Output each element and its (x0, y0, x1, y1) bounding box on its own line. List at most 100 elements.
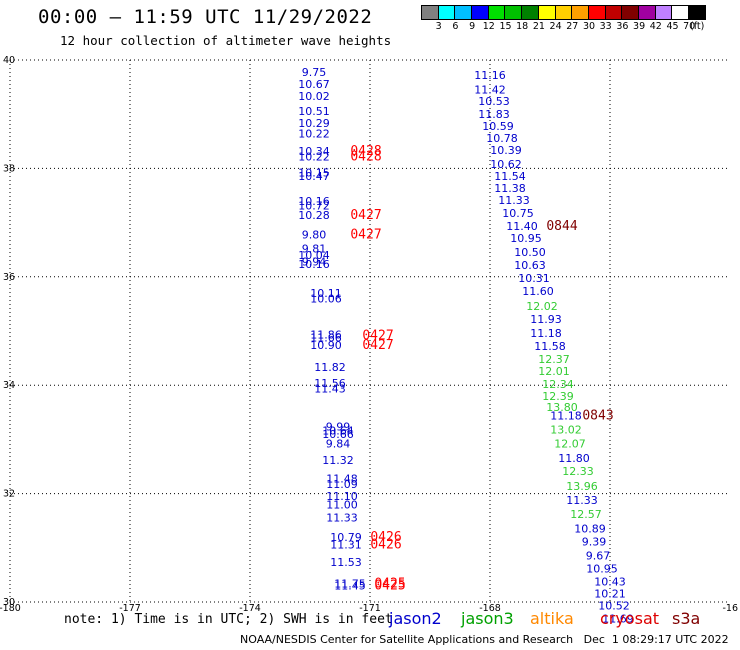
color-scale-labels: 3 6 9 12 15 18 21 24 27 30 33 36 39 42 45 70 (ft) (422, 21, 732, 33)
data-label-jason3: 12.57 (570, 508, 602, 521)
data-label-jason3: 12.07 (554, 438, 586, 451)
data-label-jason2: 9.84 (326, 438, 351, 451)
data-label-jason3: 12.33 (562, 465, 594, 478)
legend-altika: altika (530, 609, 574, 628)
color-scale-swatch (504, 5, 523, 20)
color-scale-swatch (671, 5, 689, 20)
data-label-jason2: 10.63 (514, 259, 546, 272)
data-label-jason2: 10.29 (298, 117, 330, 130)
data-label-jason2: 10.34 (298, 145, 330, 158)
color-scale-label: (ft) (690, 21, 705, 32)
data-label-jason2: 11.60 (522, 285, 554, 298)
data-label-jason2: 10.04 (298, 249, 330, 262)
data-label-jason2: 11.93 (530, 313, 562, 326)
data-label-jason3: 13.02 (550, 424, 582, 437)
color-scale-label: 27 (566, 21, 579, 32)
data-label-jason2: 10.22 (298, 150, 330, 163)
data-label-jason2: 11.56 (314, 377, 346, 390)
x-tick-label: -16 (722, 603, 738, 614)
color-scale-swatch (571, 5, 589, 20)
data-label-jason2: 10.16 (298, 258, 330, 271)
legend-cryosat: cryosat (600, 609, 660, 628)
x-tick-label: -168 (479, 603, 501, 614)
data-label-jason2: 11.33 (326, 511, 358, 524)
data-label-jason2: 11.32 (322, 454, 354, 467)
data-label-jason3: 12.34 (542, 378, 574, 391)
legend-s3a: s3a (672, 609, 701, 628)
color-scale-label: 33 (599, 21, 612, 32)
data-label-jason2: 11.82 (314, 361, 346, 374)
color-scale-label: 9 (469, 21, 476, 32)
color-scale-swatch (654, 5, 673, 20)
data-label-cryosat: 0427 (362, 338, 393, 353)
footer-credit: NOAA/NESDIS Center for Satellite Applica… (240, 633, 729, 646)
color-scale-swatch (487, 5, 506, 20)
data-label-jason2: 10.02 (298, 90, 330, 103)
data-label-jason2: 10.95 (510, 232, 542, 245)
data-label-jason2: 11.86 (310, 328, 342, 341)
data-label-jason2: 11.45 (334, 580, 366, 593)
data-label-jason2: 9.67 (586, 549, 611, 562)
data-label-jason2: 10.79 (330, 531, 362, 544)
color-scale-label: 24 (549, 21, 562, 32)
x-tick-label: -177 (119, 603, 141, 614)
data-label-jason2: 10.53 (478, 95, 510, 108)
data-label-jason2: 10.50 (514, 246, 546, 259)
data-label-jason2: 9.94 (302, 256, 327, 269)
data-label-jason2: 11.75 (334, 578, 366, 591)
color-scale-swatch (637, 5, 656, 20)
data-label-jason2: 10.89 (574, 522, 606, 535)
data-label-jason2: 10.95 (586, 562, 618, 575)
color-scale-label: 18 (516, 21, 529, 32)
data-label-cryosat: 0428 (350, 144, 381, 159)
data-label-jason2: 10.15 (298, 167, 330, 180)
y-tick-label: 36 (3, 272, 15, 283)
data-label-jason2: 11.38 (494, 182, 526, 195)
chart-note: note: 1) Time is in UTC; 2) SWH is in fe… (64, 612, 393, 627)
legend-jason2: jason2 (389, 609, 442, 628)
data-label-jason2: 11.69 (602, 612, 634, 625)
data-label-jason2: 10.78 (486, 132, 518, 145)
x-tick-label: -171 (359, 603, 381, 614)
data-label-jason2: 10.31 (518, 272, 550, 285)
data-label-cryosat: 0427 (362, 328, 393, 343)
y-tick-label: 34 (3, 380, 15, 391)
data-label-jason2: 11.54 (494, 170, 526, 183)
data-label-jason2: 11.33 (498, 194, 530, 207)
data-label-jason2: 11.00 (326, 498, 358, 511)
axis-tick-labels: -180 -177 -174 -171 -168 -16 40 38 36 34 32 30 (0, 55, 738, 614)
legend-jason3: jason3 (461, 609, 514, 628)
data-label-jason2: 11.18 (550, 410, 582, 423)
data-label-jason2: 10.52 (598, 599, 630, 612)
color-scale-swatch (454, 5, 473, 20)
color-scale-swatch (604, 5, 623, 20)
y-tick-label: 40 (3, 55, 15, 66)
data-label-jason2: 11.31 (330, 539, 362, 552)
data-label-jason2: 10.75 (502, 207, 534, 220)
data-label-s3a: 0844 (546, 219, 577, 234)
color-scale-label: 45 (666, 21, 679, 32)
data-label-jason2: 10.90 (310, 339, 342, 352)
data-label-jason2: 9.81 (302, 243, 327, 256)
y-tick-label: 30 (3, 597, 15, 608)
data-label-cryosat: 0427 (350, 208, 381, 223)
data-label-cryosat: 0428 (350, 149, 381, 164)
data-label-jason2: 11.09 (326, 478, 358, 491)
data-label-jason2: 11.18 (530, 327, 562, 340)
data-label-jason2: 10.28 (298, 209, 330, 222)
data-label-jason2: 10.62 (490, 158, 522, 171)
data-label-s3a: 0843 (582, 409, 613, 424)
y-tick-label: 38 (3, 163, 15, 174)
color-scale-swatch (537, 5, 556, 20)
data-label-jason3: 12.02 (526, 300, 558, 313)
data-label-jason2: 11.16 (474, 69, 506, 82)
data-label-jason2: 10.21 (594, 587, 626, 600)
color-scale-swatch (471, 5, 489, 20)
data-label-jason2: 10.11 (310, 287, 342, 300)
data-label-jason2: 10.67 (298, 78, 330, 91)
data-label-jason2: 11.80 (558, 452, 590, 465)
color-scale-label: 21 (532, 21, 545, 32)
data-label-jason2: 11.33 (566, 494, 598, 507)
color-scale-label: 6 (452, 21, 459, 32)
